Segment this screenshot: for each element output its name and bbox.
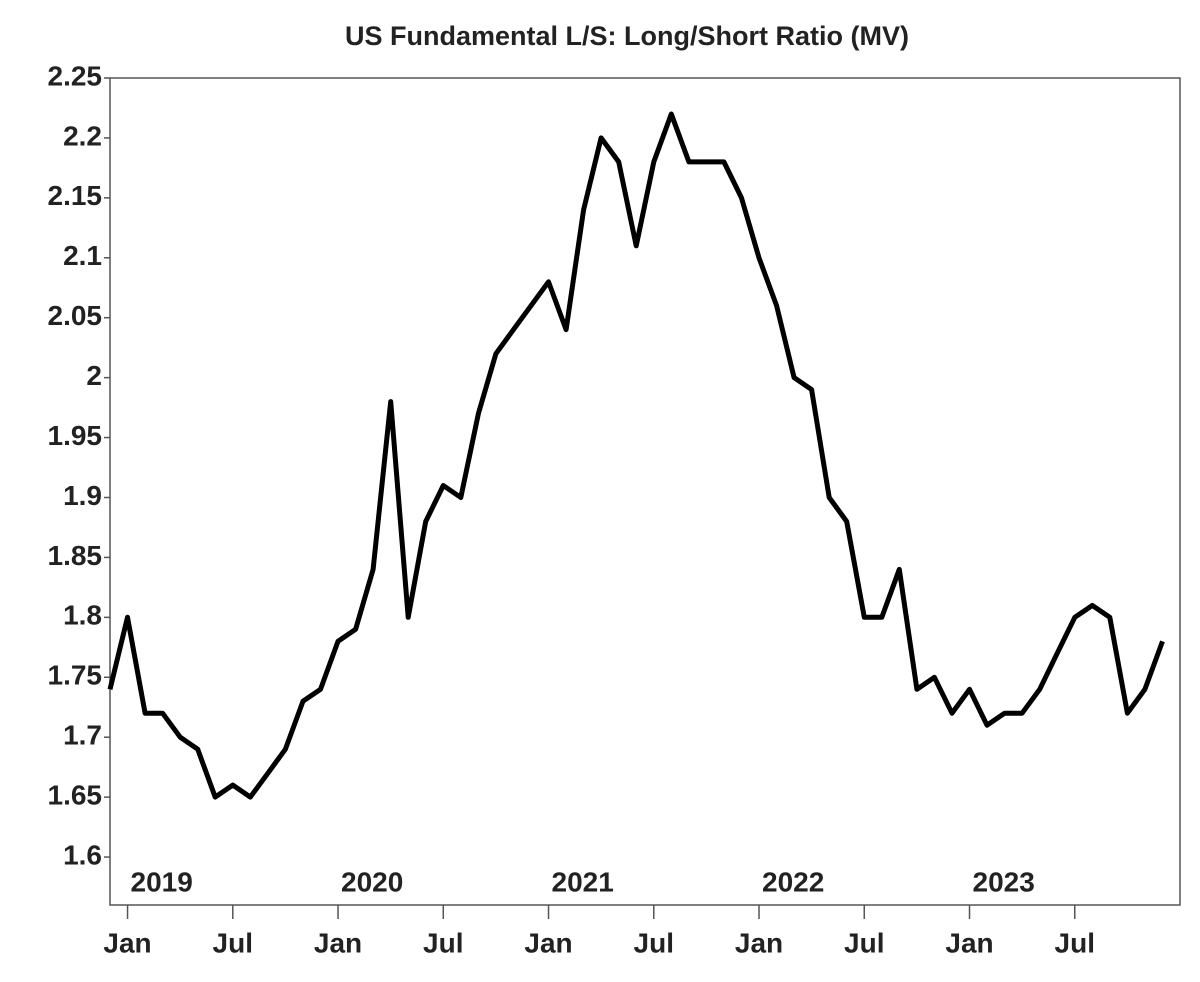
plot-frame [109, 77, 1181, 906]
y-tick-label: 1.65 [48, 780, 103, 811]
y-tick-label: 2.05 [48, 300, 103, 331]
y-tick-label: 2.1 [63, 240, 102, 271]
x-tick-label: Jan [103, 927, 151, 958]
x-tick-label: Jul [844, 927, 884, 958]
year-label: 2019 [131, 866, 193, 897]
x-tick-label: Jan [945, 927, 993, 958]
y-tick-label: 1.7 [63, 720, 102, 751]
year-label: 2023 [973, 866, 1035, 897]
y-tick-label: 2.2 [63, 120, 102, 151]
x-tick-label: Jul [634, 927, 674, 958]
chart-title: US Fundamental L/S: Long/Short Ratio (MV… [345, 21, 909, 51]
y-tick-label: 1.85 [48, 540, 103, 571]
x-tick-label: Jul [423, 927, 463, 958]
x-tick-label: Jul [213, 927, 253, 958]
year-label: 2022 [762, 866, 824, 897]
y-tick-label: 1.75 [48, 660, 103, 691]
y-tick-label: 1.6 [63, 839, 102, 870]
y-tick-label: 2.15 [48, 180, 103, 211]
year-label: 2020 [341, 866, 403, 897]
data-line [107, 111, 1165, 800]
x-tick-label: Jul [1055, 927, 1095, 958]
y-tick-label: 2 [86, 360, 102, 391]
y-tick-label: 1.9 [63, 480, 102, 511]
x-tick-label: Jan [735, 927, 783, 958]
year-label: 2021 [552, 866, 614, 897]
x-tick-label: Jan [314, 927, 362, 958]
y-tick-label: 2.25 [48, 60, 103, 91]
x-tick-label: Jan [524, 927, 572, 958]
y-tick-label: 1.95 [48, 420, 103, 451]
y-tick-label: 1.8 [63, 600, 102, 631]
